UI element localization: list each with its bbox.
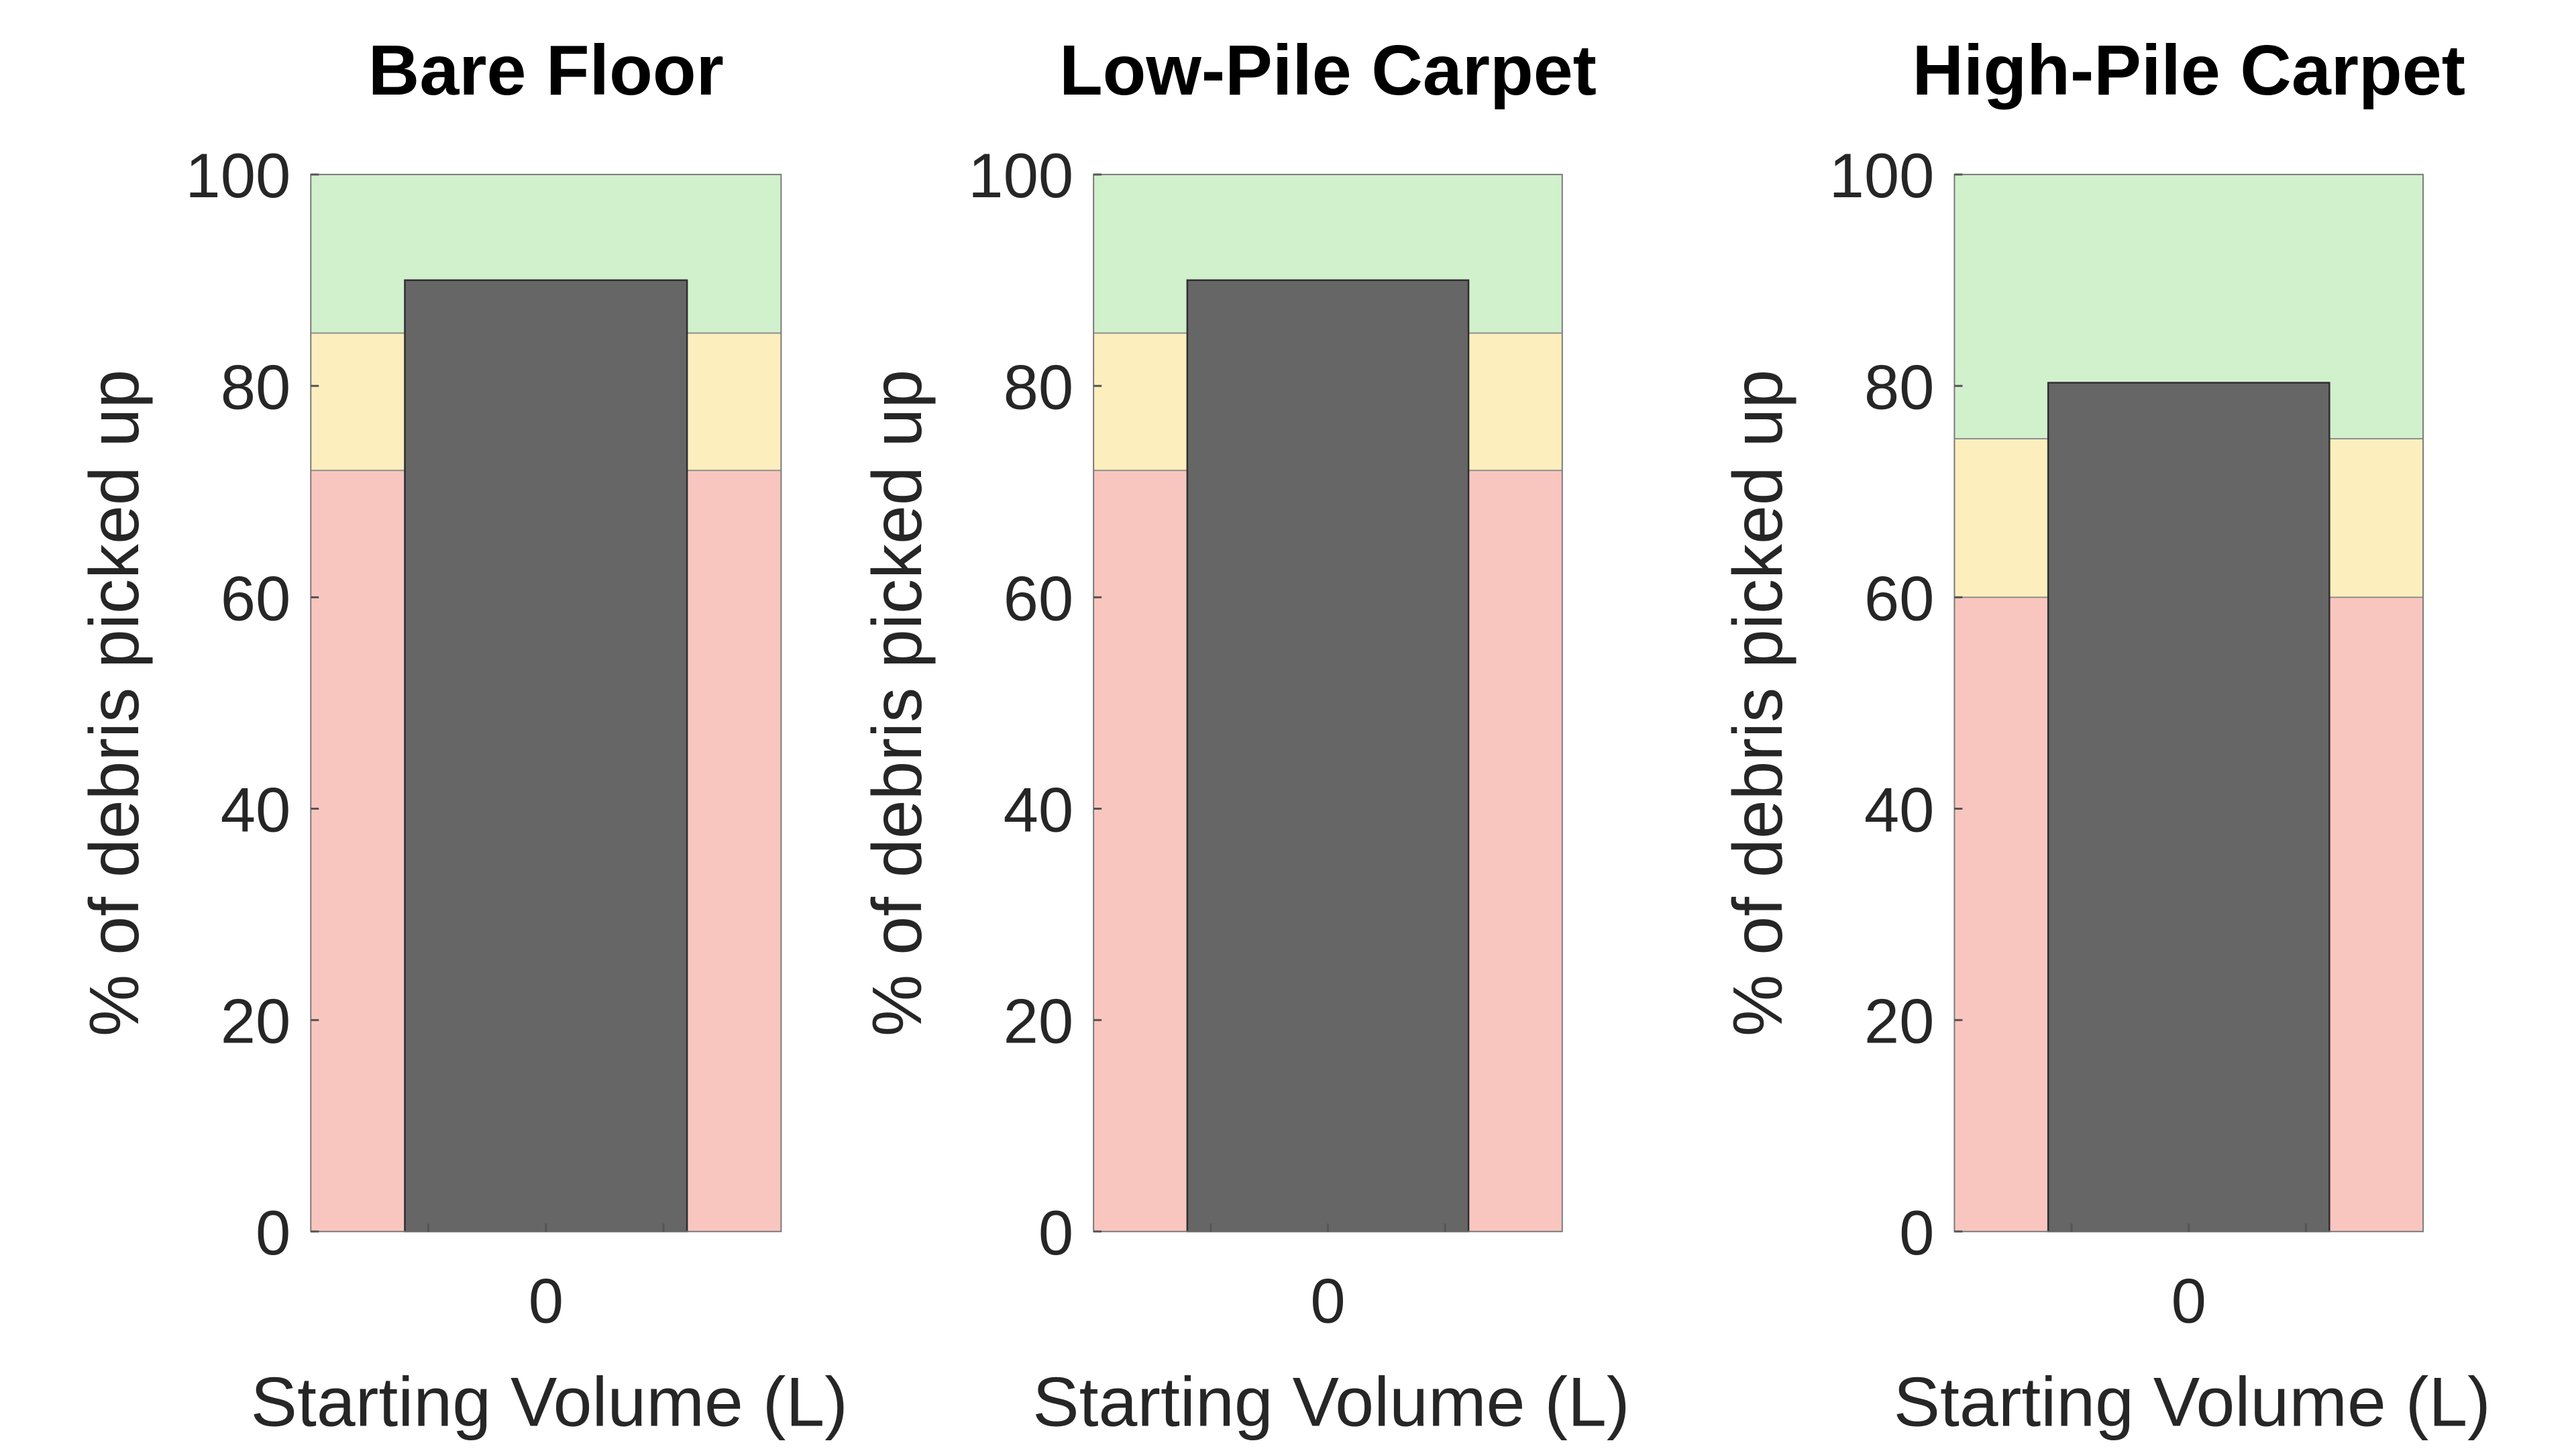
- x-tick-label-0: 0: [2171, 1265, 2206, 1336]
- x-axis-label: Starting Volume (L): [1894, 1364, 2491, 1442]
- panel-0: 0 20 40 60 80 100 0 Bare Floor Starting Volume (…: [76, 31, 848, 1441]
- y-tick-label-100: 100: [185, 140, 290, 211]
- panel-title: Low-Pile Carpet: [1059, 31, 1597, 110]
- y-tick-label-100: 100: [1829, 140, 1935, 211]
- panel-title: High-Pile Carpet: [1912, 31, 2465, 110]
- x-tick-label-0: 0: [529, 1265, 564, 1336]
- panel-title: Bare Floor: [368, 31, 724, 110]
- y-tick-label-60: 60: [1004, 563, 1074, 633]
- y-tick-label-20: 20: [1864, 986, 1935, 1057]
- y-tick-label-60: 60: [1864, 563, 1935, 633]
- y-axis-label: % of debris picked up: [1719, 370, 1797, 1036]
- y-axis-label: % of debris picked up: [859, 370, 936, 1036]
- y-tick-label-60: 60: [221, 563, 291, 633]
- y-tick-label-40: 40: [1864, 775, 1935, 845]
- y-tick-label-80: 80: [1004, 352, 1074, 422]
- y-axis-label: % of debris picked up: [76, 370, 154, 1036]
- bar-0: [1186, 279, 1470, 1233]
- y-tick-label-20: 20: [1004, 986, 1074, 1057]
- y-tick-label-80: 80: [221, 352, 291, 422]
- x-axis-label: Starting Volume (L): [251, 1364, 848, 1442]
- x-axis-label: Starting Volume (L): [1032, 1364, 1629, 1442]
- panel-2: 0 20 40 60 80 100 0 High-Pile Carpet Starting Vo…: [1719, 31, 2491, 1441]
- bar-0: [404, 279, 688, 1233]
- bar-0: [2047, 382, 2330, 1233]
- y-tick-label-0: 0: [1899, 1197, 1934, 1268]
- y-tick-label-80: 80: [1864, 352, 1935, 422]
- y-tick-label-100: 100: [968, 140, 1073, 211]
- y-tick-label-0: 0: [1038, 1197, 1073, 1268]
- panel-1: 0 20 40 60 80 100 0 Low-Pile Carpet Starting Vol…: [859, 31, 1630, 1441]
- x-tick-label-0: 0: [1310, 1265, 1345, 1336]
- y-tick-label-40: 40: [1004, 775, 1074, 845]
- y-tick-label-0: 0: [256, 1197, 290, 1268]
- y-tick-label-20: 20: [221, 986, 291, 1057]
- y-tick-label-40: 40: [221, 775, 291, 845]
